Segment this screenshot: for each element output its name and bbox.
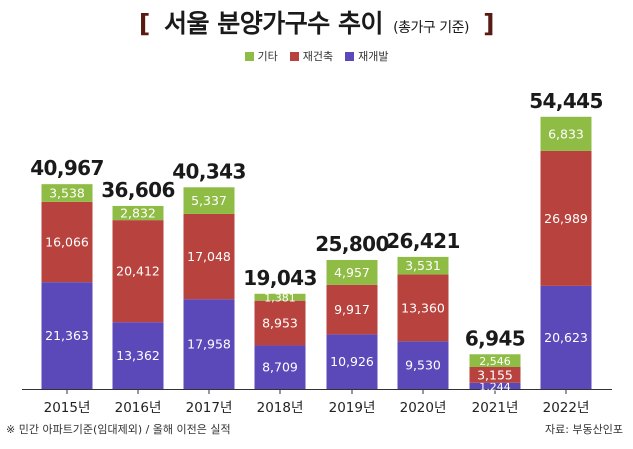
bar-value-label: 8,709	[262, 360, 298, 375]
bar-value-label: 3,538	[49, 186, 85, 201]
title-sub: (총가구 기준)	[393, 20, 469, 36]
source-note: 자료: 부동산인포	[544, 423, 623, 436]
bar-segment-기타	[469, 354, 521, 368]
title-bracket-right: ]	[483, 9, 495, 38]
bar-total-label: 26,421	[386, 229, 460, 253]
x-tick-label: 2022년	[543, 400, 590, 416]
bar-segment-재개발	[540, 285, 592, 389]
legend-swatch	[345, 51, 355, 61]
bar-segment-재건축	[397, 274, 449, 342]
x-tick-label: 2021년	[472, 400, 519, 416]
bar-segment-재개발	[469, 382, 521, 389]
bar-value-label: 9,530	[405, 358, 441, 373]
bar-value-label: 1,244	[479, 380, 511, 393]
legend: 기타 재건축 재개발	[0, 48, 633, 64]
bar-value-label: 17,048	[187, 249, 231, 264]
bar-total-label: 19,043	[243, 266, 317, 290]
bar-value-label: 3,531	[405, 258, 441, 273]
bar-value-label: 9,917	[334, 302, 370, 317]
bar-value-label: 26,989	[544, 211, 588, 226]
x-tick-label: 2018년	[257, 400, 304, 416]
bar-value-label: 8,953	[262, 316, 298, 331]
title-main: 서울 분양가구수 추이	[164, 9, 383, 38]
bar-segment-재개발	[112, 322, 164, 389]
bar-segment-재개발	[183, 299, 235, 389]
legend-item-1: 재건축	[289, 48, 334, 64]
legend-label: 재개발	[358, 50, 389, 63]
bar-segment-기타	[326, 260, 378, 285]
bar-value-label: 20,623	[544, 330, 588, 345]
bar-value-label: 6,833	[548, 126, 584, 141]
bar-total-label: 36,606	[101, 178, 175, 202]
bar-segment-재건축	[41, 201, 93, 283]
bar-value-label: 2,546	[479, 355, 511, 368]
bar-segment-기타	[254, 293, 306, 301]
bar-total-label: 40,967	[30, 156, 104, 180]
legend-swatch	[289, 51, 299, 61]
bar-value-label: 21,363	[45, 328, 89, 343]
bar-value-label: 5,337	[191, 193, 227, 208]
bar-segment-기타	[41, 184, 93, 202]
bar-segment-재개발	[397, 341, 449, 389]
bar-segment-재개발	[41, 282, 93, 389]
bar-segment-기타	[112, 205, 164, 221]
bar-segment-재건축	[326, 284, 378, 335]
x-tick-label: 2019년	[329, 400, 376, 416]
legend-item-0: 기타	[244, 48, 278, 64]
x-tick-label: 2020년	[400, 400, 447, 416]
bar-value-label: 20,412	[116, 264, 160, 279]
bar-segment-재건축	[469, 367, 521, 383]
bar-segment-재건축	[112, 220, 164, 323]
x-tick-label: 2017년	[186, 400, 233, 416]
bar-value-label: 3,155	[477, 367, 513, 382]
x-tick-label: 2015년	[44, 400, 91, 416]
footnote: ※ 민간 아파트기준(임대제외) / 올해 이전은 실적	[6, 423, 231, 436]
x-tick-label: 2016년	[115, 400, 162, 416]
bar-value-label: 16,066	[45, 235, 89, 250]
bar-value-label: 10,926	[330, 354, 374, 369]
bar-value-label: 17,958	[187, 337, 231, 352]
bar-value-label: 2,832	[120, 206, 156, 221]
bar-segment-재건축	[540, 150, 592, 286]
bar-segment-재개발	[326, 334, 378, 389]
title-bracket-left: [	[138, 9, 150, 38]
bar-total-label: 6,945	[465, 326, 525, 350]
legend-item-2: 재개발	[345, 48, 389, 64]
bar-value-label: 1,381	[264, 292, 296, 305]
bar-total-label: 25,800	[315, 232, 389, 256]
bar-value-label: 4,957	[334, 265, 370, 280]
bar-segment-재개발	[254, 345, 306, 389]
bar-value-label: 13,362	[116, 348, 160, 363]
legend-swatch	[244, 51, 254, 61]
bar-segment-재건축	[254, 300, 306, 346]
chart-title: [ 서울 분양가구수 추이 (총가구 기준) ]	[0, 4, 633, 40]
legend-label: 기타	[257, 50, 278, 63]
bar-segment-재건축	[183, 213, 235, 300]
bar-total-label: 54,445	[529, 89, 603, 113]
bar-segment-기타	[540, 116, 592, 151]
bar-total-label: 40,343	[172, 159, 246, 183]
bar-segment-기타	[183, 187, 235, 214]
legend-label: 재건축	[302, 50, 334, 63]
bar-value-label: 13,360	[401, 300, 445, 315]
bar-segment-기타	[397, 256, 449, 275]
